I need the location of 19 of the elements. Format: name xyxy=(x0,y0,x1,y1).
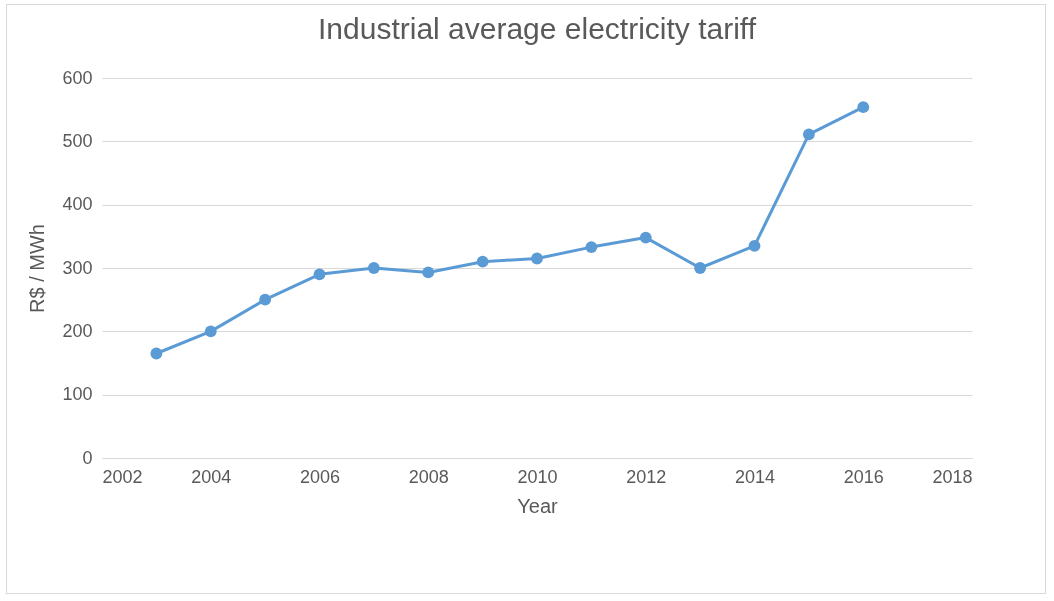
x-tick-label: 2016 xyxy=(843,466,884,487)
y-tick-label: 300 xyxy=(62,257,93,278)
x-axis-title: Year xyxy=(517,494,559,517)
y-axis-title: R$ / MWh xyxy=(26,224,49,313)
x-tick-label: 2012 xyxy=(626,466,667,487)
y-tick-label: 100 xyxy=(62,384,93,405)
chart-title: Industrial average electricity tariff xyxy=(318,12,757,45)
x-tick-label: 2008 xyxy=(408,466,449,487)
x-tick-label: 2018 xyxy=(932,466,973,487)
y-tick-label: 0 xyxy=(82,447,93,468)
x-tick-label: 2014 xyxy=(734,466,776,487)
y-tick-label: 600 xyxy=(62,67,93,88)
y-tick-label: 500 xyxy=(62,130,93,151)
x-tick-label: 2010 xyxy=(517,466,558,487)
x-tick-label: 2002 xyxy=(102,466,143,487)
y-tick-label: 400 xyxy=(62,194,93,215)
x-tick-label: 2006 xyxy=(299,466,341,487)
y-tick-label: 200 xyxy=(62,320,93,341)
x-tick-label: 2004 xyxy=(191,466,232,487)
